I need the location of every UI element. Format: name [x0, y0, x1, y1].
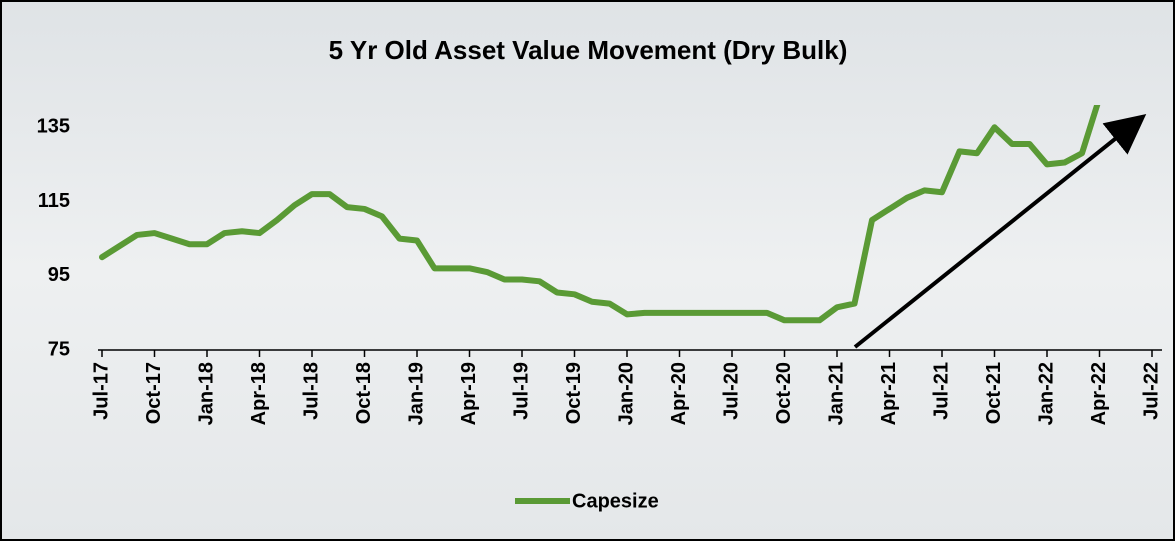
x-tick-label: Apr-21 — [878, 362, 900, 425]
x-tick-label: Apr-18 — [248, 362, 270, 425]
x-tick-label: Oct-21 — [983, 362, 1005, 424]
y-tick-label: 75 — [48, 338, 70, 360]
chart: 5 Yr Old Asset Value Movement (Dry Bulk)… — [0, 0, 1175, 541]
x-tick-label: Jan-21 — [825, 362, 847, 425]
x-tick-label: Jul-18 — [300, 362, 322, 420]
x-tick-label: Apr-20 — [668, 362, 690, 425]
x-tick-label: Jan-19 — [405, 362, 427, 425]
x-tick-label: Jan-20 — [615, 362, 637, 425]
x-tick-label: Apr-22 — [1088, 362, 1110, 425]
x-tick-label: Jan-22 — [1035, 362, 1057, 425]
x-tick-label: Jul-21 — [930, 362, 952, 420]
x-tick-label: Jul-20 — [720, 362, 742, 420]
frame — [1, 1, 1174, 540]
x-tick-label: Oct-18 — [353, 362, 375, 424]
x-tick-label: Oct-19 — [563, 362, 585, 424]
x-tick-label: Jul-19 — [510, 362, 532, 420]
x-tick-label: Oct-17 — [143, 362, 165, 424]
x-tick-label: Jan-18 — [195, 362, 217, 425]
y-tick-label: 135 — [37, 116, 70, 138]
x-tick-label: Apr-19 — [458, 362, 480, 425]
x-tick-label: Jul-17 — [90, 362, 112, 420]
x-tick-label: Jul-22 — [1140, 362, 1162, 420]
legend-label: Capesize — [572, 490, 659, 512]
x-tick-label: Oct-20 — [773, 362, 795, 424]
chart-title: 5 Yr Old Asset Value Movement (Dry Bulk) — [329, 35, 848, 65]
y-tick-label: 115 — [38, 190, 70, 212]
y-tick-label: 95 — [48, 264, 70, 286]
